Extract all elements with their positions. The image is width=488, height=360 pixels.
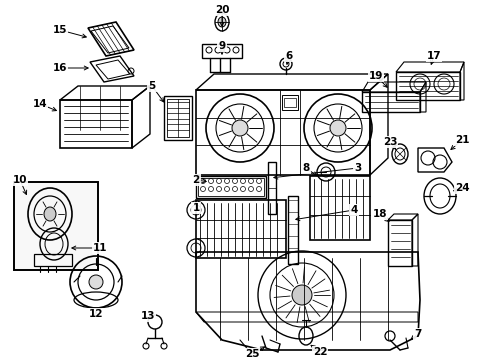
Ellipse shape — [231, 120, 247, 136]
Bar — [196, 176, 265, 198]
Bar — [284, 98, 295, 107]
Text: 18: 18 — [372, 209, 386, 219]
Text: 17: 17 — [426, 51, 440, 61]
Text: 22: 22 — [312, 347, 326, 357]
Text: 14: 14 — [33, 99, 47, 109]
Bar — [167, 99, 189, 137]
Text: 10: 10 — [13, 175, 27, 185]
Text: 9: 9 — [218, 41, 225, 51]
Text: 5: 5 — [148, 81, 155, 91]
Text: 13: 13 — [141, 311, 155, 321]
Bar — [196, 200, 285, 258]
Text: 4: 4 — [349, 205, 357, 215]
Text: 15: 15 — [53, 25, 67, 35]
Bar — [287, 196, 297, 264]
Bar — [198, 178, 264, 196]
Text: 19: 19 — [368, 71, 383, 81]
Text: 7: 7 — [413, 329, 421, 339]
Text: 12: 12 — [88, 309, 103, 319]
Ellipse shape — [44, 207, 56, 221]
Text: 6: 6 — [285, 51, 292, 61]
Text: 16: 16 — [53, 63, 67, 73]
Ellipse shape — [218, 17, 225, 27]
Text: 8: 8 — [302, 163, 309, 173]
Text: 2: 2 — [192, 175, 199, 185]
Bar — [309, 176, 369, 240]
Bar — [202, 44, 242, 58]
Text: 21: 21 — [454, 135, 468, 145]
Text: 11: 11 — [93, 243, 107, 253]
Bar — [34, 254, 72, 266]
Ellipse shape — [89, 275, 103, 289]
Text: 20: 20 — [214, 5, 229, 15]
Bar — [282, 95, 297, 110]
Bar — [163, 96, 192, 140]
Ellipse shape — [291, 285, 311, 305]
Ellipse shape — [329, 120, 346, 136]
Text: 3: 3 — [354, 163, 361, 173]
Bar — [267, 162, 275, 214]
Text: 1: 1 — [192, 203, 199, 213]
Text: 24: 24 — [454, 183, 468, 193]
Text: 25: 25 — [244, 349, 259, 359]
Text: 23: 23 — [382, 137, 396, 147]
Bar — [14, 182, 98, 270]
